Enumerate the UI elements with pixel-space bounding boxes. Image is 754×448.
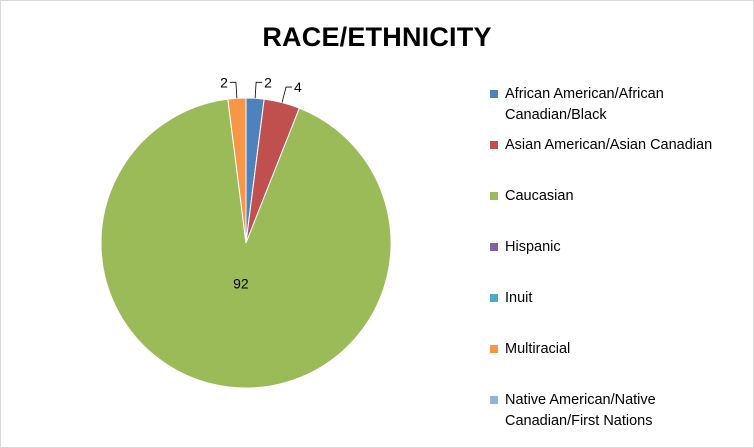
chart-title: RACE/ETHNICITY bbox=[262, 22, 492, 52]
pie-slice bbox=[227, 97, 247, 244]
data-label: 2 bbox=[220, 74, 228, 90]
legend-swatch bbox=[490, 243, 498, 251]
leader-line bbox=[254, 81, 263, 99]
legend-swatch bbox=[490, 90, 498, 98]
data-label: 2 bbox=[264, 74, 272, 90]
data-label: 92 bbox=[233, 275, 249, 291]
legend-label: Caucasian bbox=[505, 188, 574, 204]
leader-line bbox=[281, 86, 293, 103]
pie-slice bbox=[100, 98, 392, 389]
legend-swatch bbox=[490, 345, 498, 353]
legend-swatch bbox=[490, 141, 498, 149]
legend-item: Caucasian bbox=[490, 186, 574, 207]
legend-swatch bbox=[490, 396, 498, 404]
data-label: 4 bbox=[294, 79, 302, 95]
legend-label: Asian American/Asian Canadian bbox=[505, 137, 713, 153]
legend-item: Multiracial bbox=[490, 339, 570, 360]
legend-label: African American/African Canadian/Black bbox=[505, 86, 664, 123]
legend-label: Inuit bbox=[505, 290, 533, 306]
legend-item: Hispanic bbox=[490, 237, 561, 258]
legend-label: Native American/Native Canadian/First Nat… bbox=[505, 392, 656, 429]
legend-item: Asian American/Asian Canadian bbox=[490, 135, 712, 156]
legend-item: African American/African Canadian/Black bbox=[490, 84, 664, 126]
legend-swatch bbox=[490, 192, 498, 200]
leader-line bbox=[229, 81, 238, 99]
legend-item: Native American/Native Canadian/First Nat… bbox=[490, 390, 656, 432]
legend-label: Multiracial bbox=[505, 341, 571, 357]
legend-swatch bbox=[490, 294, 498, 302]
legend-item: Inuit bbox=[490, 288, 532, 309]
legend-label: Hispanic bbox=[505, 239, 561, 255]
